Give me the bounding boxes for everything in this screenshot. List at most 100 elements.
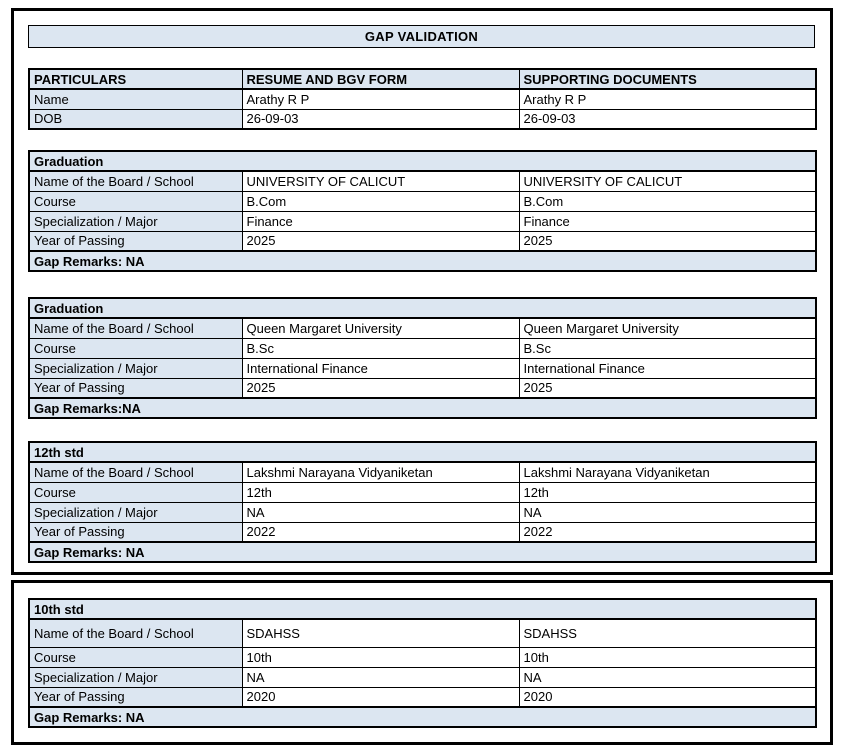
cell-value: 2025 bbox=[241, 230, 520, 252]
column-header-particulars: PARTICULARS bbox=[28, 68, 243, 90]
table-row: Specialization / Major International Fin… bbox=[28, 357, 817, 379]
gap-remarks: Gap Remarks: NA bbox=[28, 250, 817, 272]
cell-value: Queen Margaret University bbox=[518, 317, 817, 339]
cell-value: B.Com bbox=[241, 190, 520, 212]
table-row: Course 12th 12th bbox=[28, 481, 817, 503]
cell-value: Arathy R P bbox=[518, 88, 817, 110]
section-heading: Graduation bbox=[28, 150, 817, 172]
cell-value: SDAHSS bbox=[518, 618, 817, 648]
cell-value: 2025 bbox=[241, 377, 520, 399]
cell-label: Name of the Board / School bbox=[28, 618, 243, 648]
validation-sheet-frame: GAP VALIDATION PARTICULARS RESUME AND BG… bbox=[11, 8, 833, 575]
tenth-std-frame: 10th std Name of the Board / School SDAH… bbox=[11, 580, 833, 745]
cell-label: Year of Passing bbox=[28, 377, 243, 399]
section-heading: Graduation bbox=[28, 297, 817, 319]
cell-value: 12th bbox=[241, 481, 520, 503]
page-title: GAP VALIDATION bbox=[28, 25, 815, 48]
column-header-resume-bgv: RESUME AND BGV FORM bbox=[241, 68, 520, 90]
table-row: Year of Passing 2025 2025 bbox=[28, 377, 817, 399]
table-row: Year of Passing 2020 2020 bbox=[28, 686, 817, 708]
cell-value: 2020 bbox=[241, 686, 520, 708]
cell-value: 10th bbox=[518, 646, 817, 668]
table-row: Name of the Board / School Queen Margare… bbox=[28, 317, 817, 339]
cell-value: SDAHSS bbox=[241, 618, 520, 648]
cell-value: B.Com bbox=[518, 190, 817, 212]
cell-value: 2022 bbox=[241, 521, 520, 543]
cell-value: NA bbox=[241, 501, 520, 523]
table-row: Name of the Board / School Lakshmi Naray… bbox=[28, 461, 817, 483]
section-heading: 10th std bbox=[28, 598, 817, 620]
cell-label: Course bbox=[28, 190, 243, 212]
cell-label: Year of Passing bbox=[28, 521, 243, 543]
cell-value: Queen Margaret University bbox=[241, 317, 520, 339]
cell-value: NA bbox=[518, 666, 817, 688]
gap-remarks-row: Gap Remarks: NA bbox=[28, 250, 817, 272]
cell-label: Name of the Board / School bbox=[28, 461, 243, 483]
cell-value: 2022 bbox=[518, 521, 817, 543]
cell-value: UNIVERSITY OF CALICUT bbox=[518, 170, 817, 192]
section-heading: 12th std bbox=[28, 441, 817, 463]
cell-label: Year of Passing bbox=[28, 686, 243, 708]
cell-value: Finance bbox=[518, 210, 817, 232]
cell-value: Arathy R P bbox=[241, 88, 520, 110]
table-row: Course B.Com B.Com bbox=[28, 190, 817, 212]
cell-label: Course bbox=[28, 646, 243, 668]
tenth-std-table: 10th std Name of the Board / School SDAH… bbox=[28, 598, 818, 728]
cell-value: 2025 bbox=[518, 377, 817, 399]
twelfth-std-table: 12th std Name of the Board / School Laks… bbox=[28, 441, 818, 563]
table-row: Name of the Board / School SDAHSS SDAHSS bbox=[28, 618, 817, 648]
gap-remarks: Gap Remarks:NA bbox=[28, 397, 817, 419]
cell-value: Finance bbox=[241, 210, 520, 232]
graduation-1-table: Graduation Name of the Board / School UN… bbox=[28, 150, 818, 272]
table-row: Year of Passing 2022 2022 bbox=[28, 521, 817, 543]
graduation-2-table: Graduation Name of the Board / School Qu… bbox=[28, 297, 818, 419]
cell-value: 10th bbox=[241, 646, 520, 668]
cell-value: Lakshmi Narayana Vidyaniketan bbox=[518, 461, 817, 483]
cell-value: 12th bbox=[518, 481, 817, 503]
cell-value: International Finance bbox=[518, 357, 817, 379]
cell-value: International Finance bbox=[241, 357, 520, 379]
section-heading-row: Graduation bbox=[28, 150, 817, 172]
table-row: Specialization / Major NA NA bbox=[28, 666, 817, 688]
column-header-supporting-docs: SUPPORTING DOCUMENTS bbox=[518, 68, 817, 90]
cell-label: Specialization / Major bbox=[28, 210, 243, 232]
table-row: Specialization / Major NA NA bbox=[28, 501, 817, 523]
cell-label: Specialization / Major bbox=[28, 357, 243, 379]
cell-value: 26-09-03 bbox=[518, 108, 817, 130]
cell-label: Specialization / Major bbox=[28, 666, 243, 688]
cell-value: NA bbox=[241, 666, 520, 688]
table-row: Name of the Board / School UNIVERSITY OF… bbox=[28, 170, 817, 192]
cell-value: UNIVERSITY OF CALICUT bbox=[241, 170, 520, 192]
cell-value: B.Sc bbox=[241, 337, 520, 359]
cell-label: Course bbox=[28, 481, 243, 503]
table-row: Year of Passing 2025 2025 bbox=[28, 230, 817, 252]
gap-remarks: Gap Remarks: NA bbox=[28, 706, 817, 728]
cell-label: DOB bbox=[28, 108, 243, 130]
cell-label: Name of the Board / School bbox=[28, 317, 243, 339]
gap-remarks-row: Gap Remarks: NA bbox=[28, 541, 817, 563]
cell-label: Year of Passing bbox=[28, 230, 243, 252]
table-header-row: PARTICULARS RESUME AND BGV FORM SUPPORTI… bbox=[28, 68, 817, 90]
gap-remarks-row: Gap Remarks:NA bbox=[28, 397, 817, 419]
gap-remarks: Gap Remarks: NA bbox=[28, 541, 817, 563]
section-heading-row: 10th std bbox=[28, 598, 817, 620]
table-row: Specialization / Major Finance Finance bbox=[28, 210, 817, 232]
cell-label: Specialization / Major bbox=[28, 501, 243, 523]
particulars-table: PARTICULARS RESUME AND BGV FORM SUPPORTI… bbox=[28, 68, 817, 130]
table-row: Name Arathy R P Arathy R P bbox=[28, 88, 817, 110]
cell-value: 2020 bbox=[518, 686, 817, 708]
table-row: Course 10th 10th bbox=[28, 646, 817, 668]
table-row: Course B.Sc B.Sc bbox=[28, 337, 817, 359]
cell-value: 26-09-03 bbox=[241, 108, 520, 130]
cell-value: NA bbox=[518, 501, 817, 523]
cell-label: Name bbox=[28, 88, 243, 110]
cell-label: Name of the Board / School bbox=[28, 170, 243, 192]
section-heading-row: 12th std bbox=[28, 441, 817, 463]
cell-value: B.Sc bbox=[518, 337, 817, 359]
gap-remarks-row: Gap Remarks: NA bbox=[28, 706, 817, 728]
cell-value: 2025 bbox=[518, 230, 817, 252]
table-row: DOB 26-09-03 26-09-03 bbox=[28, 108, 817, 130]
cell-label: Course bbox=[28, 337, 243, 359]
section-heading-row: Graduation bbox=[28, 297, 817, 319]
cell-value: Lakshmi Narayana Vidyaniketan bbox=[241, 461, 520, 483]
